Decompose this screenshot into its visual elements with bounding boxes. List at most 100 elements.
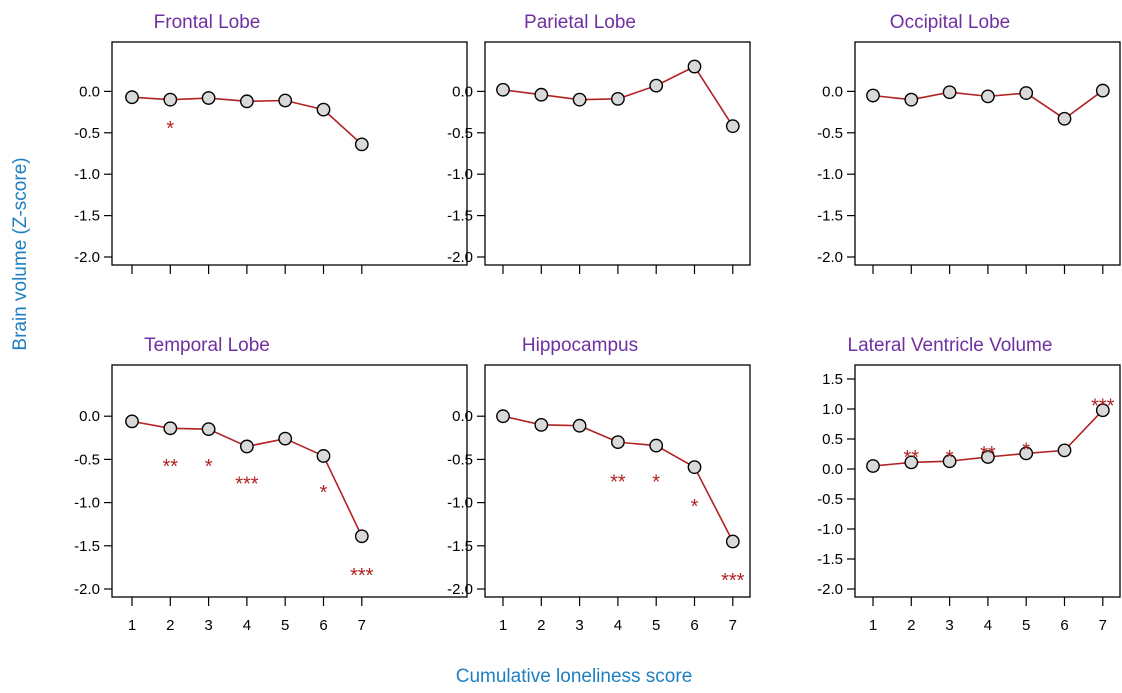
data-point: [981, 450, 995, 464]
x-tick-label: 7: [1099, 617, 1107, 634]
data-point: [316, 449, 331, 463]
data-point: [981, 89, 995, 104]
chart-panel: Frontal Lobe 0.0 -0.5 -1.0 -1.5 -2.0 *: [74, 12, 468, 274]
plot-frame: [854, 41, 1121, 266]
y-tick-label: -1.0: [74, 166, 100, 183]
significance-label: *: [1022, 439, 1030, 461]
plot-frame: [111, 364, 468, 598]
data-point: [1019, 86, 1034, 100]
y-tick-label: -2.0: [447, 581, 473, 598]
significance-label: *: [320, 482, 328, 504]
x-tick-label: 2: [907, 617, 915, 634]
y-tick-label: -1.5: [74, 538, 100, 555]
data-point: [125, 90, 139, 105]
data-point: [125, 414, 139, 429]
x-tick-label: 6: [319, 617, 327, 634]
data-point: [904, 92, 919, 107]
data-point: [1095, 403, 1110, 418]
y-tick-label: -0.5: [817, 125, 843, 142]
significance-label: ***: [721, 570, 745, 592]
y-tick-label: 0.0: [79, 408, 100, 425]
y-tick-label: -1.5: [447, 538, 473, 555]
data-point: [354, 529, 369, 544]
chart-panel: Occipital Lobe 0.0 -0.5 -1.0 -1.5 -2.0: [817, 12, 1121, 274]
panel-title: Hippocampus: [522, 335, 638, 356]
y-tick-label: -1.5: [447, 208, 473, 225]
x-tick-label: 4: [984, 617, 992, 634]
panel-title: Temporal Lobe: [144, 335, 270, 356]
chart-panel: Parietal Lobe 0.0 -0.5 -1.0 -1.5 -2.0: [447, 12, 751, 274]
y-tick-label: -1.0: [817, 521, 843, 538]
y-tick-label: 0.0: [822, 83, 843, 100]
x-axis-title: Cumulative loneliness score: [456, 666, 693, 687]
significance-label: *: [205, 456, 213, 478]
y-tick-label: 1.5: [822, 371, 843, 388]
x-tick-label: 6: [690, 617, 698, 634]
plot-frame: [854, 364, 1121, 598]
x-tick-label: 3: [945, 617, 953, 634]
data-point: [1057, 111, 1072, 126]
y-tick-label: -0.5: [74, 125, 100, 142]
data-point: [611, 435, 625, 450]
data-point: [725, 534, 740, 549]
y-tick-label: -2.0: [817, 581, 843, 598]
significance-label: *: [166, 118, 174, 140]
significance-label: **: [610, 472, 626, 494]
panel-title: Occipital Lobe: [890, 12, 1010, 33]
y-tick-label: 0.0: [79, 83, 100, 100]
x-tick-label: 1: [869, 617, 877, 634]
data-point: [572, 418, 587, 433]
x-tick-label: 5: [1022, 617, 1030, 634]
y-tick-label: -0.5: [447, 125, 473, 142]
y-tick-label: -1.5: [817, 551, 843, 568]
y-tick-label: -2.0: [74, 249, 100, 266]
panel-title: Parietal Lobe: [524, 12, 636, 33]
x-tick-label: 6: [1060, 617, 1068, 634]
data-point: [496, 409, 510, 424]
chart-panel: Temporal Lobe 0.0 -0.5 -1.0 -1.5 -2.0 1 2 3 4 5 6 7 *…: [74, 335, 468, 634]
y-tick-label: -1.0: [447, 495, 473, 512]
x-tick-label: 1: [128, 617, 136, 634]
y-tick-label: -1.0: [74, 495, 100, 512]
chart-panels: Frontal Lobe 0.0 -0.5 -1.0 -1.5 -2.0 * Parietal…: [74, 12, 1121, 634]
data-point: [1057, 443, 1072, 458]
x-tick-label: 3: [204, 617, 212, 634]
data-point: [239, 439, 254, 454]
data-point: [687, 59, 702, 74]
x-tick-label: 5: [281, 617, 289, 634]
data-point: [354, 137, 369, 152]
data-point: [201, 91, 216, 105]
significance-label: ***: [235, 473, 259, 495]
y-tick-label: -0.5: [817, 491, 843, 508]
y-axis-title: Brain volume (Z-score): [10, 157, 31, 350]
data-point: [163, 92, 178, 107]
data-point: [278, 93, 293, 108]
x-tick-label: 5: [652, 617, 660, 634]
plot-frame: [484, 41, 751, 266]
chart-panel: Lateral Ventricle Volume 1.5 1.0 0.5 0.0 -0.5…: [817, 335, 1121, 634]
data-point: [163, 421, 178, 436]
significance-label: **: [904, 447, 920, 469]
significance-label: *: [691, 496, 699, 518]
data-point: [649, 438, 664, 453]
data-point: [725, 119, 740, 134]
data-point: [942, 85, 957, 100]
y-tick-label: -2.0: [817, 249, 843, 266]
y-tick-label: -1.0: [817, 166, 843, 183]
data-point: [201, 422, 216, 437]
x-tick-label: 2: [537, 617, 545, 634]
data-point: [534, 87, 549, 102]
significance-label: **: [163, 456, 179, 478]
data-point: [316, 102, 331, 117]
panel-title: Frontal Lobe: [154, 12, 261, 33]
y-tick-label: 0.0: [452, 408, 473, 425]
data-point: [1095, 83, 1110, 98]
significance-label: ***: [350, 565, 374, 587]
x-tick-label: 1: [499, 617, 507, 634]
y-tick-label: -1.0: [447, 166, 473, 183]
data-point: [239, 94, 254, 109]
y-tick-label: -2.0: [74, 581, 100, 598]
y-tick-label: 0.0: [822, 461, 843, 478]
